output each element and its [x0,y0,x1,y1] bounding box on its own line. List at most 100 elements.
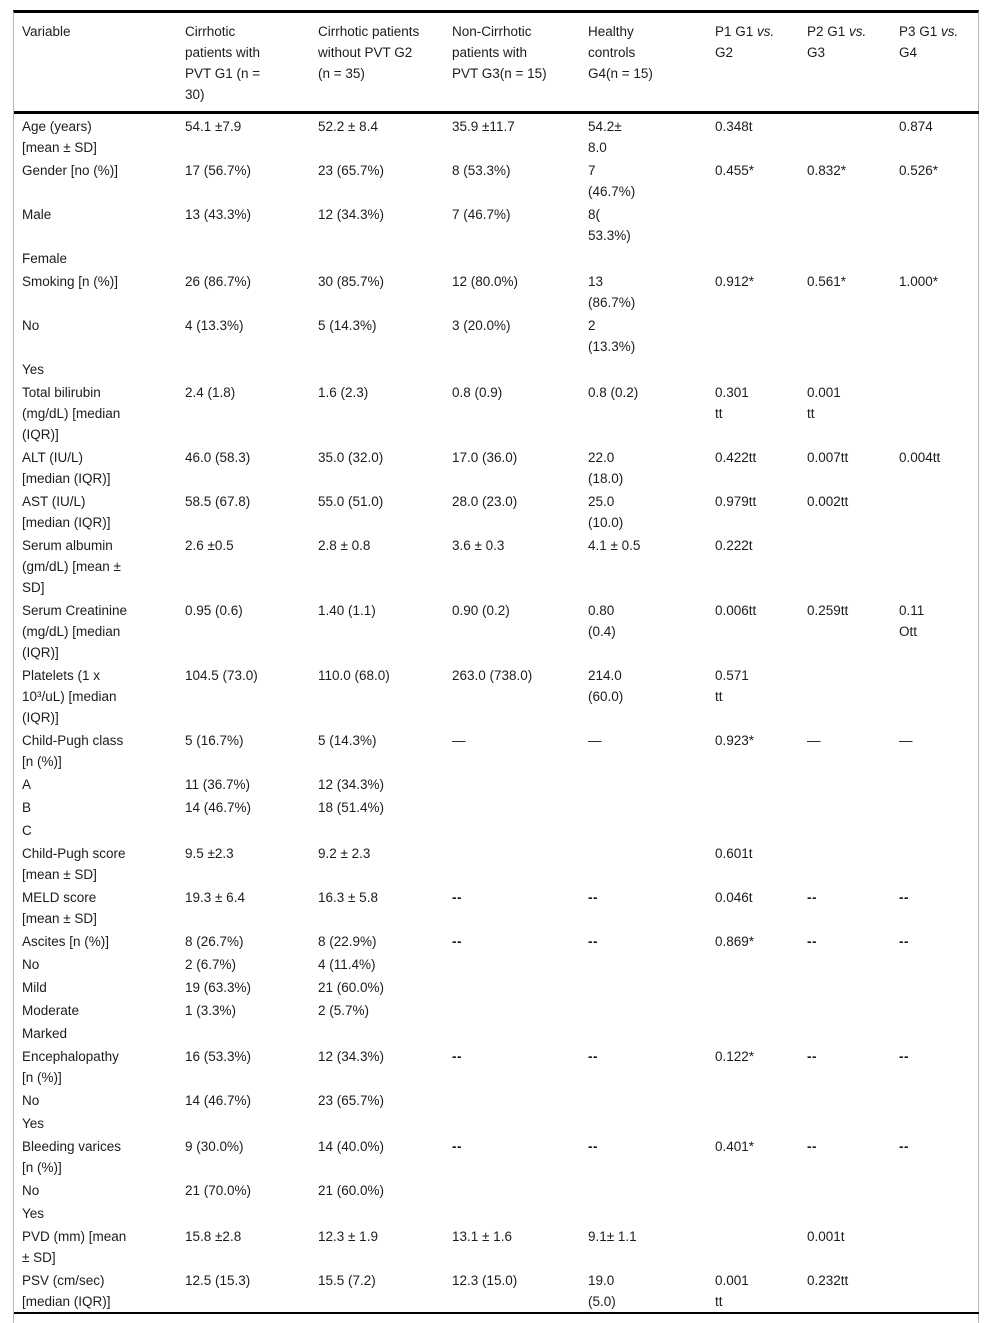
column-header-g2: Cirrhotic patients without PVT G2 (n = 3… [310,13,444,114]
cell-g1: 2.4 (1.8) [185,385,236,400]
cell-p1 [707,202,799,246]
cell-g3 [444,772,580,795]
cell-g2: 21 (60.0%) [318,1183,385,1198]
cell-g1: 14 (46.7%) [185,1093,252,1108]
cell-g1: 8 (26.7%) [185,934,244,949]
cell-p3 [891,1021,979,1044]
column-header-g3: Non-Cirrhotic patients with PVT G3(n = 1… [444,13,580,114]
cell-g2: 2.8 ± 0.8 [318,538,371,553]
cell-p1 [707,772,799,795]
cell-g2: 4 (11.4%) [318,957,376,972]
cell-g2: 110.0 (68.0) [318,668,390,683]
table-row: MELD score [mean ± SD] 19.3 ± 6.4 16.3 ± 5… [14,885,979,929]
table-row: AST (IU/L) [median (IQR)] 58.5 (67.8) 55.0… [14,489,979,533]
cell-g4: 4.1 ± 0.5 [588,538,641,553]
cell-g3: 263.0 (738.0) [452,668,533,683]
table-row: Male 13 (43.3%) 12 (34.3%) 7 (46.7%) 8( 53.3… [14,202,979,246]
table-row: A 11 (36.7%) 12 (34.3%) [14,772,979,795]
cell-p1 [707,795,799,818]
cell-p1: 0.301 tt [715,385,749,421]
row-label: AST (IU/L) [median (IQR)] [22,494,111,530]
cell-p3 [891,533,979,598]
cell-g2 [310,1111,444,1134]
table-row: Bleeding varices [n (%)] 9 (30.0%) 14 (40.… [14,1134,979,1178]
cell-p3 [891,998,979,1021]
cell-p2 [799,772,891,795]
cell-g2 [310,357,444,380]
row-label: Child-Pugh score [mean ± SD] [22,846,126,882]
table-row: Gender [no (%)] 17 (56.7%) 23 (65.7%) 8 (53… [14,158,979,202]
vs-italic: vs. [849,24,867,39]
cell-p3: 0.874 [899,119,933,134]
cell-g4 [580,818,707,841]
row-label: Moderate [22,1003,80,1018]
table-row: Age (years) [mean ± SD] 54.1 ±7.9 52.2 ± 8… [14,113,979,159]
row-label: PSV (cm/sec) [median (IQR)] [22,1273,111,1309]
row-label: Yes [22,1206,45,1221]
cell-g1: 2.6 ±0.5 [185,538,234,553]
cell-g3 [444,795,580,818]
cell-g4: 0.8 (0.2) [588,385,639,400]
row-label: A [22,777,32,792]
cell-p1: 0.122* [715,1049,755,1064]
cell-g4: 9.1± 1.1 [588,1229,637,1244]
cell-p2 [799,795,891,818]
cell-p2: 0.007tt [807,450,849,465]
cell-g1: 12.5 (15.3) [185,1273,251,1288]
cell-g1: 14 (46.7%) [185,800,252,815]
cell-g3 [444,841,580,885]
cell-g4 [580,1178,707,1201]
cell-p3 [891,357,979,380]
cell-g4: 54.2± 8.0 [588,119,622,155]
cell-g3: 17.0 (36.0) [452,450,518,465]
row-label: Platelets (1 x 10³/uL) [median (IQR)] [22,668,117,725]
cell-p1: 0.001 tt [715,1273,749,1309]
cell-g4 [580,1111,707,1134]
cell-g1: 104.5 (73.0) [185,668,258,683]
cell-p1 [707,1021,799,1044]
cell-g2 [310,246,444,269]
cell-g3: -- [452,890,462,905]
cell-p2: -- [807,1049,817,1064]
cell-g3: 28.0 (23.0) [452,494,518,509]
table-header: Variable Cirrhotic patients with PVT G1 (… [14,13,979,114]
cell-g2: 12 (34.3%) [318,207,385,222]
cell-g1: 46.0 (58.3) [185,450,251,465]
cell-g2: 1.40 (1.1) [318,603,376,618]
cell-g4 [580,246,707,269]
table-body: Age (years) [mean ± SD] 54.1 ±7.9 52.2 ± 8… [14,113,979,1314]
cell-p3 [891,1111,979,1134]
cell-g2 [310,1201,444,1224]
cell-g1: 5 (16.7%) [185,733,244,748]
table-row: Yes [14,1111,979,1134]
cell-g3: 0.90 (0.2) [452,603,510,618]
cell-g4 [580,952,707,975]
cell-g2: 12 (34.3%) [318,1049,385,1064]
cell-p3 [891,1201,979,1224]
cell-p1 [707,1224,799,1268]
cell-g2: 12.3 ± 1.9 [318,1229,378,1244]
cell-p1: 0.979tt [715,494,757,509]
cell-g3: 12 (80.0%) [452,274,519,289]
table-row: No 2 (6.7%) 4 (11.4%) [14,952,979,975]
cell-g2 [310,1021,444,1044]
table-row: ALT (IU/L) [median (IQR)] 46.0 (58.3) 35.0… [14,445,979,489]
cell-p1 [707,1201,799,1224]
cell-p3: -- [899,890,909,905]
cell-g3: 3 (20.0%) [452,318,511,333]
row-label: MELD score [mean ± SD] [22,890,97,926]
cell-p1: 0.222t [715,538,753,553]
cell-p1: 0.422tt [715,450,757,465]
header-row: Variable Cirrhotic patients with PVT G1 (… [14,13,979,114]
row-label: B [22,800,32,815]
cell-p2 [799,313,891,357]
cell-g4: 2 (13.3%) [588,318,636,354]
cell-g4: -- [588,934,598,949]
cell-p2 [799,841,891,885]
cell-g4 [580,795,707,818]
cell-g2 [310,818,444,841]
cell-g3 [444,952,580,975]
cell-g2: 12 (34.3%) [318,777,385,792]
cell-p2 [799,1021,891,1044]
table-row: C [14,818,979,841]
